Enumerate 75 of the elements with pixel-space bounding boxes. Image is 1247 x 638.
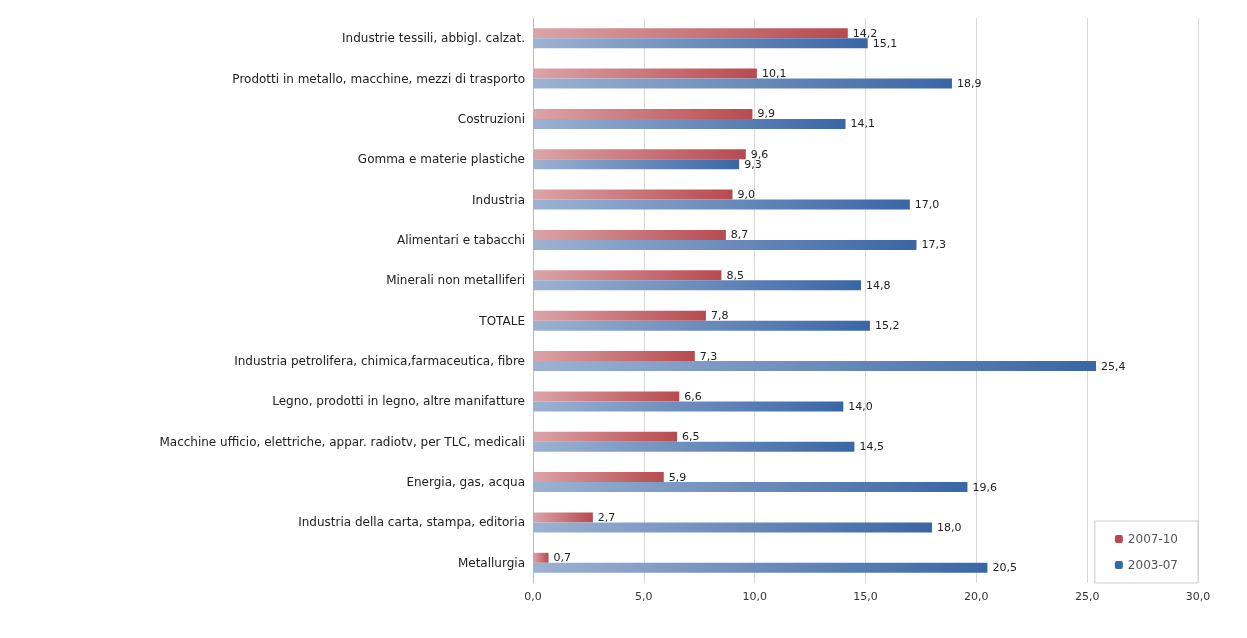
data-label: 25,4 <box>1101 359 1126 373</box>
data-label: 2,7 <box>597 510 616 524</box>
data-label: 7,3 <box>699 349 718 363</box>
y-tick-label: Costruzioni <box>457 111 525 126</box>
bar <box>533 149 746 160</box>
bar <box>533 391 680 402</box>
data-label: 20,5 <box>992 561 1017 575</box>
bar <box>533 108 753 119</box>
bar <box>533 361 1097 372</box>
bar <box>533 189 733 200</box>
bar <box>533 522 932 533</box>
data-label: 14,1 <box>850 117 876 131</box>
bar <box>533 351 695 362</box>
y-tick-label: Legno, prodotti in legno, altre manifatture <box>272 394 525 409</box>
x-tick-label: 0,0 <box>524 590 542 603</box>
bar <box>533 38 868 49</box>
data-label: 17,0 <box>914 198 940 212</box>
data-label: 0,7 <box>553 551 572 565</box>
data-label: 17,3 <box>921 238 946 252</box>
legend-label: 2003-07 <box>1127 558 1178 572</box>
legend-label: 2007-10 <box>1127 532 1178 546</box>
bar <box>533 199 910 210</box>
data-label: 18,9 <box>956 77 982 91</box>
bar <box>533 401 844 412</box>
y-tick-label: Industria petrolifera, chimica,farmaceutica, fibre <box>234 354 525 369</box>
x-tick-label: 30,0 <box>1185 590 1211 603</box>
bar <box>533 159 740 170</box>
data-label: 10,1 <box>761 67 787 81</box>
bar <box>533 310 706 321</box>
data-label: 14,8 <box>866 278 891 292</box>
data-label: 8,5 <box>726 268 744 282</box>
x-tick-label: 10,0 <box>742 590 767 603</box>
bar <box>533 28 848 39</box>
bar <box>533 68 757 79</box>
data-label: 14,0 <box>848 399 873 413</box>
x-tick-label: 5,0 <box>635 590 653 603</box>
y-tick-label: Industria <box>472 192 525 207</box>
bar <box>533 78 952 89</box>
bar <box>533 482 968 493</box>
x-tick-label: 25,0 <box>1074 590 1100 603</box>
y-tick-label: Energia, gas, acqua <box>406 475 525 490</box>
y-tick-label: Prodotti in metallo, macchine, mezzi di trasporto <box>232 71 525 86</box>
y-tick-label: Macchine ufficio, elettriche, appar. radiotv, per TLC, medicali <box>159 434 525 449</box>
bar <box>533 239 917 250</box>
data-label: 6,5 <box>682 430 700 444</box>
data-label: 8,7 <box>730 228 749 242</box>
bar <box>533 431 678 442</box>
data-label: 5,9 <box>668 470 687 484</box>
y-tick-label: Industria della carta, stampa, editoria <box>298 515 525 530</box>
bar <box>533 512 593 523</box>
data-label: 6,6 <box>684 389 702 403</box>
y-tick-label: TOTALE <box>478 313 525 328</box>
data-label: 18,0 <box>937 520 962 534</box>
bar <box>533 118 846 129</box>
data-label: 9,9 <box>757 107 775 121</box>
data-label: 19,6 <box>972 480 997 494</box>
bar <box>533 472 664 483</box>
y-tick-label: Alimentari e tabacchi <box>396 232 525 247</box>
y-tick-label: Industrie tessili, abbigl. calzat. <box>342 31 525 46</box>
bar <box>533 552 549 563</box>
y-tick-label: Minerali non metalliferi <box>386 273 525 288</box>
y-tick-label: Metallurgia <box>457 555 525 570</box>
data-label: 15,2 <box>874 319 900 333</box>
bar <box>533 441 855 452</box>
bar <box>533 562 988 573</box>
data-label: 14,5 <box>859 440 884 454</box>
bar <box>533 320 870 331</box>
bar <box>533 229 726 240</box>
bar <box>533 270 722 281</box>
y-tick-label: Gomma e materie plastiche <box>357 152 525 167</box>
x-tick-label: 15,0 <box>853 590 878 603</box>
data-label: 9,0 <box>737 188 755 202</box>
bar <box>533 280 862 291</box>
data-label: 7,8 <box>710 309 729 323</box>
x-tick-label: 20,0 <box>964 590 989 603</box>
